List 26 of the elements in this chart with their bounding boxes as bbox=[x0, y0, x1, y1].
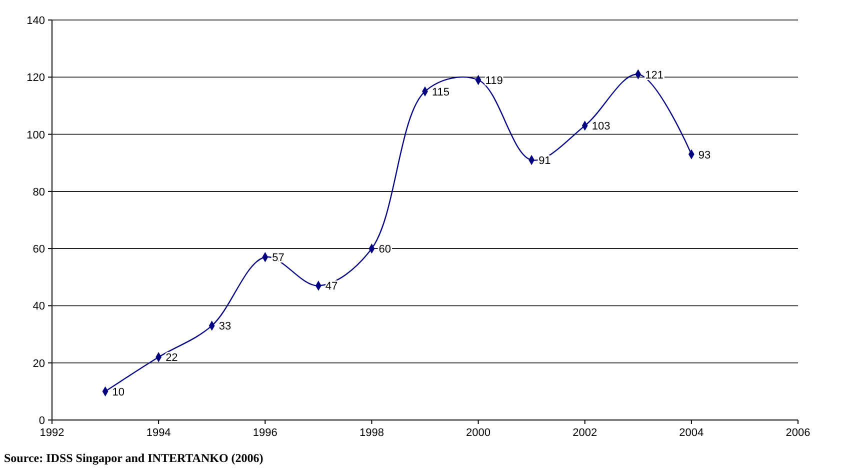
y-tick-label: 20 bbox=[32, 358, 45, 370]
x-tick-label: 1994 bbox=[146, 427, 171, 439]
x-tick-label: 1998 bbox=[359, 427, 384, 439]
y-tick-label: 80 bbox=[32, 186, 45, 198]
data-label: 103 bbox=[592, 120, 610, 133]
x-tick-label: 2004 bbox=[679, 427, 704, 439]
data-label: 91 bbox=[538, 155, 551, 167]
x-tick-label: 1992 bbox=[40, 427, 64, 439]
x-tick-label: 2002 bbox=[572, 427, 598, 439]
data-label: 119 bbox=[485, 75, 503, 87]
x-tick-label: 2000 bbox=[466, 427, 491, 439]
x-tick-label: 1996 bbox=[252, 427, 278, 439]
y-tick-label: 140 bbox=[26, 15, 45, 27]
y-tick-label: 120 bbox=[26, 72, 45, 84]
source-note: Source: IDSS Singapor and INTERTANKO (2006) bbox=[4, 451, 264, 465]
data-label: 22 bbox=[166, 352, 178, 364]
data-label: 93 bbox=[698, 149, 711, 162]
y-tick-label: 0 bbox=[38, 415, 45, 427]
x-tick-label: 2006 bbox=[786, 427, 810, 439]
data-label: 115 bbox=[432, 86, 450, 98]
data-label: 10 bbox=[112, 386, 125, 398]
y-tick-label: 100 bbox=[26, 129, 45, 142]
y-tick-label: 60 bbox=[32, 244, 45, 256]
data-label: 47 bbox=[325, 280, 338, 293]
y-tick-label: 40 bbox=[32, 300, 45, 313]
data-label: 33 bbox=[218, 320, 232, 333]
